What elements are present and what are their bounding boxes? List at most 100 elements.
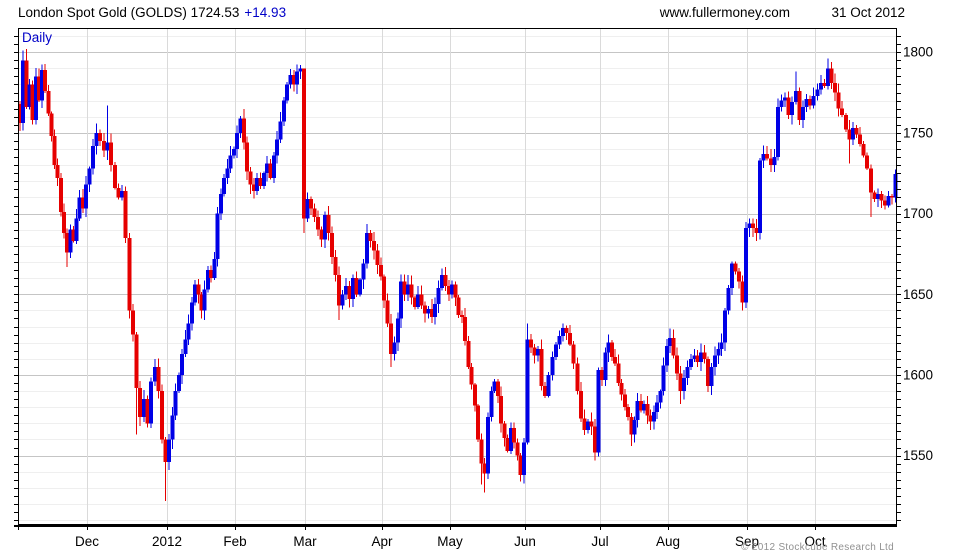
candle xyxy=(251,178,256,199)
candle xyxy=(24,48,29,109)
y-axis-label: 1800 xyxy=(903,45,933,60)
candle xyxy=(419,285,424,309)
candle xyxy=(495,379,500,403)
candle xyxy=(645,396,650,425)
candle xyxy=(241,108,246,150)
candle xyxy=(218,188,223,221)
candle xyxy=(536,346,540,362)
candle xyxy=(847,120,852,164)
candle xyxy=(843,112,848,132)
candle xyxy=(163,437,168,501)
candle xyxy=(378,257,383,281)
candle xyxy=(288,68,293,89)
candle xyxy=(883,195,888,210)
candle xyxy=(456,295,461,319)
candle xyxy=(546,371,551,398)
candle xyxy=(109,133,114,172)
candle xyxy=(685,360,690,385)
candle xyxy=(364,224,369,269)
candle xyxy=(231,146,236,159)
candle xyxy=(740,275,745,311)
candle xyxy=(298,65,303,80)
candle xyxy=(875,188,880,207)
candle xyxy=(74,208,79,244)
candle xyxy=(642,400,647,414)
candle xyxy=(94,123,99,155)
y-axis-label: 1650 xyxy=(903,287,933,302)
candle xyxy=(632,416,637,443)
candle xyxy=(152,358,157,387)
candle xyxy=(87,166,92,192)
candle xyxy=(295,64,300,94)
candle xyxy=(156,358,161,399)
candle xyxy=(553,342,558,360)
candle xyxy=(281,96,286,126)
candle xyxy=(68,224,73,258)
candle xyxy=(33,68,38,125)
chart-header: London Spot Gold (GOLDS) 1724.53 +14.93 xyxy=(18,5,286,20)
candle xyxy=(61,203,66,239)
candle xyxy=(406,275,410,301)
candle xyxy=(515,438,520,461)
candle xyxy=(709,362,714,396)
candle xyxy=(291,70,296,92)
candle xyxy=(675,347,680,381)
candle xyxy=(800,100,805,129)
candle xyxy=(319,226,324,248)
price-change: +14.93 xyxy=(244,5,287,20)
candle xyxy=(202,280,207,320)
candle xyxy=(651,405,656,430)
candle xyxy=(508,422,513,454)
y-axis-label: 1700 xyxy=(903,206,933,221)
chart-title: London Spot Gold (GOLDS) 1724.53 xyxy=(18,5,240,20)
x-axis-labels: Dec 2012 Feb Mar Apr May Jun Jul Aug Sep Oct xyxy=(75,534,826,549)
x-axis-label: May xyxy=(437,534,463,549)
candle xyxy=(49,111,54,142)
candle xyxy=(176,372,181,394)
candle xyxy=(145,395,150,428)
candle xyxy=(336,266,341,321)
candle xyxy=(98,129,103,147)
candle xyxy=(285,82,290,104)
candle xyxy=(469,362,474,390)
candle xyxy=(412,295,417,310)
candle xyxy=(225,159,230,184)
candle xyxy=(518,453,523,482)
candle xyxy=(46,85,51,117)
candle xyxy=(790,96,795,125)
candle xyxy=(681,370,686,400)
candle xyxy=(543,381,548,398)
candle xyxy=(402,274,407,301)
candle xyxy=(18,100,23,131)
candle xyxy=(101,133,106,157)
candle xyxy=(466,336,471,369)
candle xyxy=(768,149,773,173)
candle xyxy=(730,261,735,296)
candle xyxy=(409,275,414,305)
candle xyxy=(65,228,70,267)
candle xyxy=(575,357,580,395)
x-axis-label: Mar xyxy=(293,534,317,549)
candle xyxy=(149,377,154,429)
candle xyxy=(868,164,873,217)
candle xyxy=(212,252,217,280)
candle xyxy=(459,310,464,324)
candle xyxy=(786,91,791,119)
candle xyxy=(765,146,770,161)
axes xyxy=(14,28,901,530)
candle xyxy=(347,280,352,308)
candle xyxy=(638,393,643,413)
candle xyxy=(123,186,128,244)
candle xyxy=(105,105,110,160)
candle xyxy=(550,351,555,381)
candle xyxy=(433,297,438,325)
candle xyxy=(525,323,530,445)
candle xyxy=(30,80,35,125)
candle xyxy=(629,412,634,446)
candle xyxy=(357,277,362,297)
candle xyxy=(743,222,748,309)
candle xyxy=(222,174,227,197)
candle xyxy=(893,169,898,203)
candle xyxy=(27,79,32,110)
